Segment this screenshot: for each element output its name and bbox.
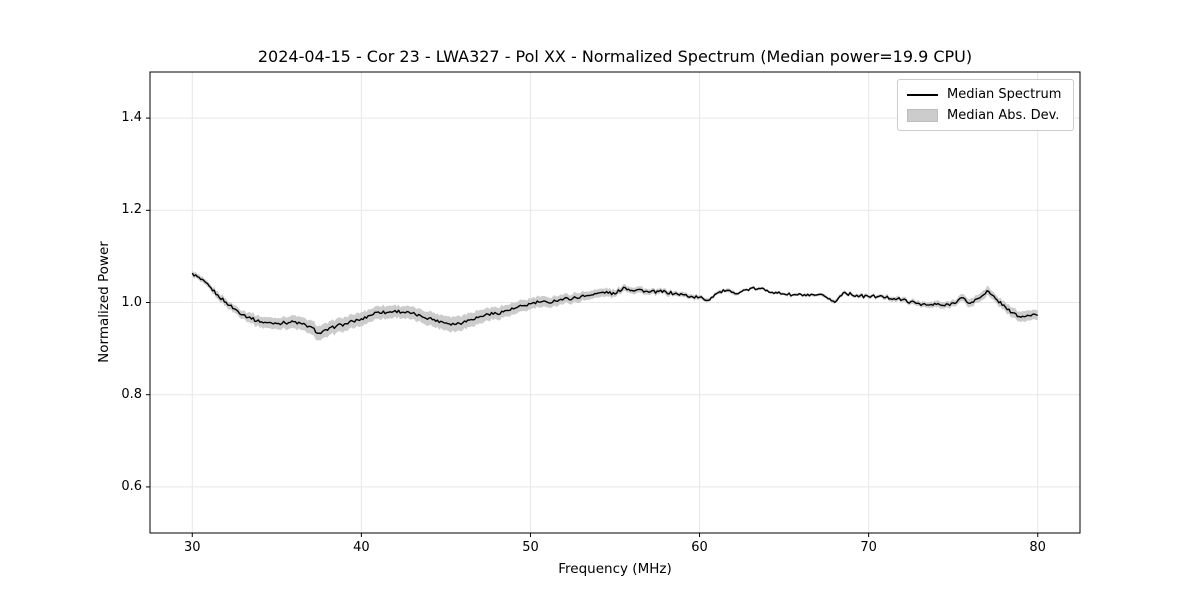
x-tick-label: 30 — [184, 540, 201, 555]
y-tick-label: 1.4 — [121, 110, 142, 126]
x-tick-label: 80 — [1029, 540, 1046, 555]
legend: Median Spectrum Median Abs. Dev. — [897, 79, 1074, 131]
legend-label: Median Abs. Dev. — [947, 108, 1060, 123]
legend-label: Median Spectrum — [947, 87, 1062, 102]
y-tick-label: 0.6 — [121, 478, 142, 494]
x-tick-label: 50 — [522, 540, 539, 555]
legend-entry-median-spectrum: Median Spectrum — [907, 85, 1064, 104]
mad-band — [192, 270, 1038, 341]
y-tick-label: 1.2 — [121, 202, 142, 218]
x-tick-label: 40 — [353, 540, 370, 555]
x-tick-label: 70 — [860, 540, 877, 555]
y-tick-label: 1.0 — [121, 294, 142, 310]
legend-patch-sample — [907, 109, 938, 122]
chart-title: 2024-04-15 - Cor 23 - LWA327 - Pol XX - … — [257, 47, 973, 66]
y-tick-label: 0.8 — [121, 386, 142, 402]
x-axis-label: Frequency (MHz) — [558, 561, 672, 577]
median-spectrum-line — [191, 272, 1038, 335]
legend-entry-median-abs-dev: Median Abs. Dev. — [907, 106, 1064, 125]
legend-line-sample — [907, 93, 938, 96]
x-tick-label: 60 — [691, 540, 708, 555]
